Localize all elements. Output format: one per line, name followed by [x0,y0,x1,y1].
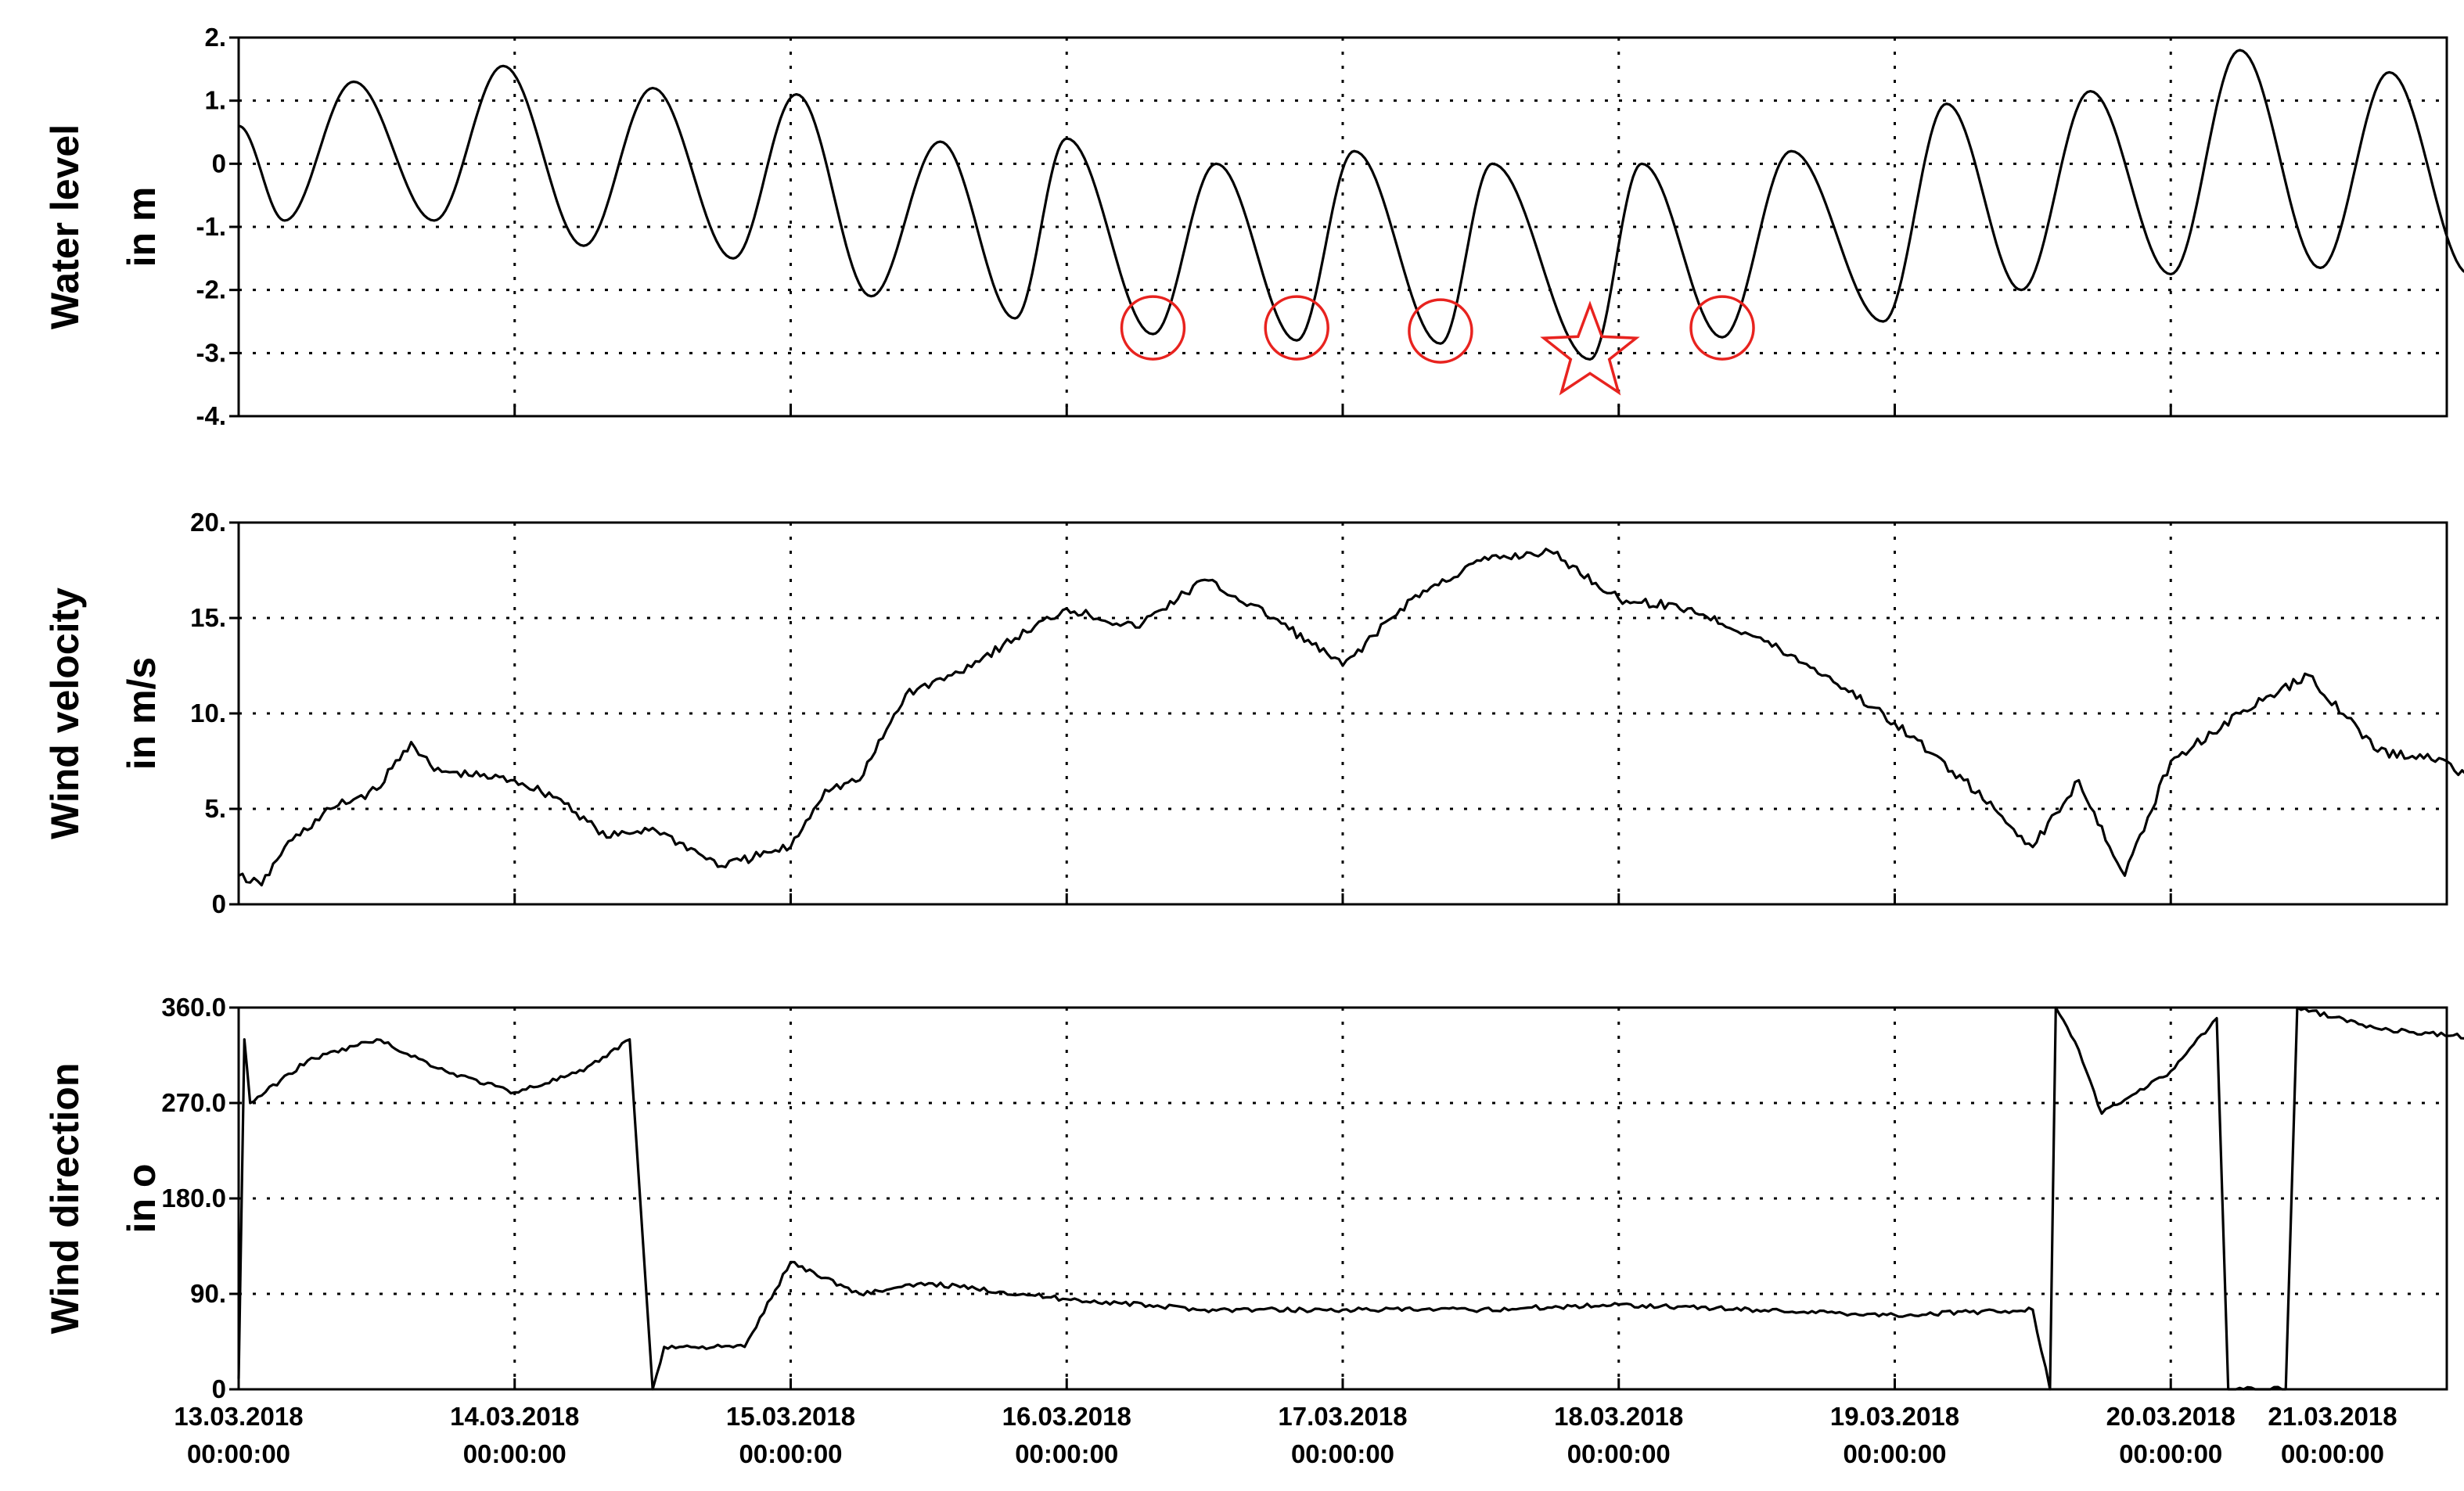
annotation-circle [1689,295,1755,361]
annotation-circle [1120,295,1186,361]
x-tick-label-date: 14.03.2018 [450,1402,579,1431]
x-tick-label-time: 00:00:00 [1567,1439,1671,1468]
x-tick-label-time: 00:00:00 [2281,1439,2384,1468]
water-level-panel: 2. 1. 0 -1. -2. -3. -4. Water level in m [43,23,2464,430]
x-tick-label-date: 13.03.2018 [174,1402,303,1431]
series-line [238,49,2464,361]
y-axis-title: Wind direction [43,1063,87,1335]
annotation-circle [1408,298,1473,364]
x-tick-label-time: 00:00:00 [1843,1439,1946,1468]
x-tick-label-date: 17.03.2018 [1278,1402,1407,1431]
plot-frame [237,521,2448,906]
x-tick-label-date: 20.03.2018 [2106,1402,2236,1431]
y-axis-title: in m [120,187,164,268]
x-tick-label-time: 00:00:00 [739,1439,842,1468]
x-axis: 13.03.2018 00:00:00 14.03.2018 00:00:00 15.0… [174,1402,2397,1468]
y-axis-title: in m/s [120,657,164,770]
y-tick-label: 1. [204,86,226,115]
annotation-star [1540,300,1640,396]
x-tick-label-date: 18.03.2018 [1554,1402,1683,1431]
wind-direction-panel: 360.0 270.0 180.0 90. 0 Wind direction in o [43,993,2464,1403]
y-tick-label: 10. [190,699,226,728]
y-axis-title: Wind velocity [43,587,87,839]
y-tick-label: -2. [196,275,226,304]
y-tick-label: 5. [204,794,226,823]
x-tick-label-time: 00:00:00 [463,1439,567,1468]
x-tick-label-time: 00:00:00 [1015,1439,1118,1468]
y-axis-title: in o [120,1164,164,1234]
x-tick-label-date: 16.03.2018 [1002,1402,1131,1431]
x-tick-label-date: 21.03.2018 [2268,1402,2397,1431]
y-tick-label: 90. [190,1279,226,1308]
x-tick-label-time: 00:00:00 [2119,1439,2222,1468]
y-tick-label: 0 [212,889,226,918]
y-tick-label: 2. [204,23,226,52]
y-tick-label: -3. [196,338,226,367]
y-axis-title: Water level [43,124,87,329]
x-tick-label-time: 00:00:00 [1291,1439,1394,1468]
series-line [238,548,2464,887]
plot-frame [237,1006,2448,1391]
series-line [237,1006,2464,1391]
y-tick-label: 360.0 [161,993,226,1022]
y-tick-label: 0 [212,149,226,178]
y-tick-label: 270.0 [161,1088,226,1117]
wind-velocity-panel: 20. 15. 10. 5. 0 Wind velocity in m/s [43,508,2464,918]
plot-frame [237,36,2448,418]
y-tick-label: -4. [196,401,226,430]
y-tick-label: 0 [212,1374,226,1403]
x-tick-label-date: 19.03.2018 [1830,1402,1959,1431]
y-tick-label: -1. [196,212,226,241]
x-tick-label-date: 15.03.2018 [726,1402,855,1431]
y-tick-label: 20. [190,508,226,537]
x-tick-label-time: 00:00:00 [187,1439,290,1468]
y-tick-label: 180.0 [161,1184,226,1213]
annotation-circle [1264,295,1329,361]
y-tick-label: 15. [190,603,226,632]
